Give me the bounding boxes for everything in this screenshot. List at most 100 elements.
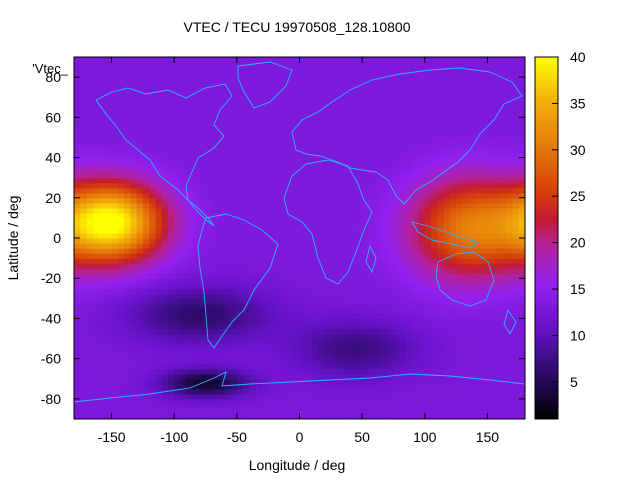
heatmap-cell (205, 82, 213, 88)
heatmap-cell (418, 82, 426, 88)
heatmap-cell (487, 333, 495, 340)
heatmap-cell (124, 117, 131, 123)
heatmap-cell (512, 358, 520, 365)
heatmap-cell (149, 197, 157, 204)
heatmap-cell (80, 388, 88, 395)
heatmap-cell (224, 403, 232, 410)
heatmap-cell (312, 288, 319, 294)
heatmap-cell (387, 383, 395, 390)
heatmap-cell (468, 368, 476, 375)
heatmap-cell (343, 293, 351, 299)
heatmap-cell (481, 268, 489, 274)
heatmap-cell (437, 338, 445, 345)
heatmap-cell (462, 212, 470, 219)
heatmap-cell (124, 207, 131, 214)
heatmap-cell (343, 383, 351, 390)
heatmap-cell (487, 152, 495, 159)
heatmap-cell (268, 388, 276, 395)
heatmap-cell (161, 398, 169, 405)
heatmap-cell (199, 358, 207, 365)
heatmap-cell (405, 283, 413, 289)
heatmap-cell (412, 293, 420, 299)
heatmap-cell (130, 217, 138, 224)
heatmap-cell (443, 258, 451, 264)
heatmap-cell (387, 102, 395, 108)
heatmap-cell (155, 343, 163, 350)
heatmap-cell (468, 378, 476, 385)
heatmap-cell (117, 202, 125, 209)
heatmap-cell (286, 273, 294, 279)
heatmap-cell (349, 117, 357, 123)
heatmap-cell (412, 323, 420, 330)
heatmap-cell (255, 162, 263, 169)
heatmap-cell (142, 92, 150, 98)
chart-title: VTEC / TECU 19970508_128.10800 (183, 19, 410, 35)
heatmap-cell (362, 303, 369, 309)
heatmap-cell (142, 127, 150, 134)
heatmap-cell (136, 373, 144, 380)
heatmap-cell (474, 258, 482, 264)
heatmap-cell (117, 258, 125, 264)
heatmap-cell (380, 207, 388, 214)
heatmap-cell (193, 263, 200, 269)
heatmap-cell (280, 313, 288, 320)
heatmap-cell (387, 202, 395, 209)
heatmap-cell (205, 97, 213, 103)
heatmap-cell (380, 323, 388, 330)
heatmap-cell (393, 207, 401, 214)
heatmap-cell (74, 278, 81, 284)
heatmap-cell (324, 363, 332, 370)
heatmap-cell (193, 388, 200, 395)
heatmap-cell (449, 102, 457, 108)
heatmap-cell (186, 67, 194, 73)
heatmap-cell (462, 378, 470, 385)
heatmap-cell (218, 87, 225, 93)
heatmap-cell (205, 157, 213, 164)
heatmap-cell (230, 67, 238, 73)
heatmap-cell (180, 408, 188, 415)
heatmap-cell (506, 197, 514, 204)
heatmap-cell (481, 82, 489, 88)
heatmap-cell (474, 232, 482, 239)
heatmap-cell (393, 217, 401, 224)
heatmap-cell (117, 157, 125, 164)
heatmap-cell (186, 162, 194, 169)
heatmap-cell (418, 383, 426, 390)
heatmap-cell (130, 408, 138, 415)
heatmap-cell (424, 313, 432, 320)
heatmap-cell (236, 202, 244, 209)
heatmap-cell (117, 177, 125, 184)
heatmap-cell (174, 403, 182, 410)
heatmap-cell (86, 333, 94, 340)
heatmap-cell (405, 87, 413, 93)
heatmap-cell (431, 283, 438, 289)
heatmap-cell (111, 167, 119, 174)
heatmap-cell (249, 77, 257, 83)
heatmap-cell (111, 283, 119, 289)
heatmap-cell (243, 122, 250, 128)
heatmap-cell (293, 368, 301, 375)
heatmap-cell (286, 348, 294, 355)
heatmap-cell (468, 157, 476, 164)
heatmap-cell (255, 112, 263, 118)
heatmap-cell (155, 197, 163, 204)
heatmap-cell (518, 393, 525, 400)
heatmap-cell (117, 373, 125, 380)
heatmap-cell (449, 142, 457, 149)
heatmap-cell (149, 182, 157, 189)
heatmap-cell (462, 293, 470, 299)
heatmap-cell (174, 167, 182, 174)
heatmap-cell (186, 393, 194, 400)
heatmap-cell (462, 408, 470, 415)
heatmap-cell (330, 328, 338, 335)
heatmap-cell (124, 378, 131, 385)
heatmap-cell (124, 177, 131, 184)
heatmap-cell (74, 388, 81, 395)
heatmap-cell (286, 313, 294, 320)
heatmap-cell (449, 243, 457, 249)
heatmap-cell (462, 137, 470, 144)
heatmap-cell (349, 373, 357, 380)
heatmap-cell (506, 268, 514, 274)
heatmap-cell (462, 117, 470, 123)
heatmap-cell (443, 187, 451, 194)
